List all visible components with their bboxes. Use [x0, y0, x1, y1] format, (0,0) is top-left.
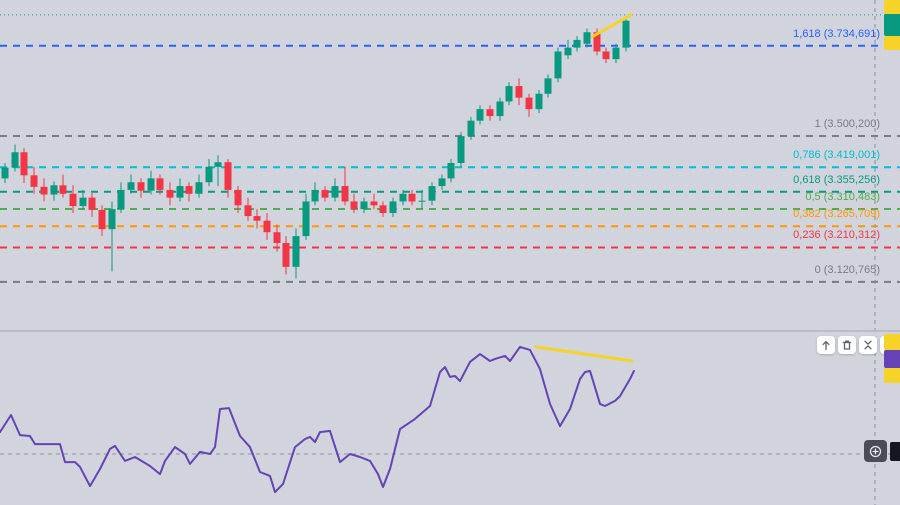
candle-body: [156, 178, 164, 190]
candle-body: [418, 200, 426, 202]
delete-pane-button[interactable]: [838, 336, 856, 354]
maximize-pane-button[interactable]: [859, 336, 877, 354]
fib-label-0,382[interactable]: 0,382 (3.265,709): [793, 208, 880, 221]
candle-body: [40, 186, 48, 195]
candle-body: [505, 86, 513, 102]
candle-body: [214, 162, 222, 167]
crosshair-price-label: [890, 442, 900, 461]
candle-body: [515, 86, 523, 98]
price-trendline[interactable]: [590, 13, 633, 39]
candle-body: [544, 78, 552, 94]
candle-body: [554, 51, 562, 79]
candle-body: [486, 109, 494, 117]
indicator-value-label: [884, 350, 900, 368]
candle-body: [117, 189, 125, 210]
trendline-value-label: [884, 368, 900, 383]
candle-body: [389, 201, 397, 213]
candle-body: [602, 51, 610, 60]
candle-body: [535, 93, 543, 110]
add-alert-button[interactable]: [864, 440, 887, 462]
candle-body: [438, 178, 446, 187]
oscillator-line[interactable]: [0, 345, 635, 494]
collapse-vertical-icon: [864, 340, 872, 350]
candle-body: [341, 186, 349, 202]
candle-body: [147, 178, 155, 191]
fib-label-0[interactable]: 0 (3.120,765): [814, 263, 880, 276]
candle-body: [224, 162, 232, 190]
oscillator-trendline[interactable]: [534, 345, 634, 363]
candle-body: [399, 193, 407, 202]
candle-body: [98, 209, 106, 230]
circle-plus-icon: [869, 445, 882, 457]
trash-icon: [842, 340, 852, 350]
candle-body: [253, 216, 261, 221]
candle-body: [350, 201, 358, 210]
candle-body: [50, 185, 58, 195]
candle-body: [108, 209, 116, 230]
candle-body: [321, 189, 329, 198]
candle-body: [127, 182, 135, 190]
candle-body: [496, 101, 504, 117]
candle-body: [69, 193, 77, 207]
candle-body: [457, 136, 465, 163]
candle-body: [564, 47, 572, 56]
candle-body: [370, 201, 378, 206]
candle-body: [166, 189, 174, 198]
candle-body: [379, 205, 387, 213]
last-price-label: [884, 14, 900, 36]
fib-label-0,786[interactable]: 0,786 (3.419,001): [793, 149, 880, 162]
candle-body: [476, 109, 484, 121]
candle-body: [11, 152, 19, 168]
candle-body: [244, 205, 252, 217]
fib-price-label: [884, 36, 900, 50]
candle-body: [59, 185, 67, 194]
arrow-up-icon: [822, 340, 830, 351]
candle-body: [311, 189, 319, 202]
candle-body: [263, 220, 271, 233]
candle-body: [88, 197, 96, 210]
candle-body: [612, 47, 620, 60]
pane-separator[interactable]: [0, 330, 900, 332]
candle-body: [302, 201, 310, 237]
candle-body: [408, 193, 416, 202]
candle-body: [205, 166, 213, 183]
candle-body: [195, 182, 203, 194]
candle-body: [331, 186, 339, 198]
candle-body: [30, 175, 38, 187]
candle-body: [360, 201, 368, 210]
candle-body: [273, 232, 281, 243]
fib-label-1[interactable]: 1 (3.500,200): [814, 118, 880, 130]
candle-body: [447, 163, 455, 179]
fib-label-1,618[interactable]: 1,618 (3.734,691): [793, 27, 880, 40]
candle-body: [282, 243, 290, 267]
candle-body: [428, 186, 436, 201]
candle-body: [622, 20, 630, 48]
candle-body: [583, 32, 591, 44]
candlestick-series: [1, 16, 630, 279]
candle-body: [176, 186, 184, 198]
candle-body: [234, 189, 242, 206]
candle-body: [1, 167, 9, 179]
candle-body: [185, 186, 193, 194]
candle-body: [467, 120, 475, 137]
candle-body: [137, 182, 145, 191]
trendline-price-label: [884, 0, 900, 14]
candle-body: [292, 236, 300, 267]
fib-label-0,5[interactable]: 0,5 (3.310,483): [805, 190, 880, 203]
candle-body: [79, 197, 87, 207]
candle-body: [20, 152, 28, 176]
candle-body: [593, 32, 601, 52]
candle-body: [573, 39, 581, 48]
trendline-value-label: [884, 334, 900, 350]
fib-label-0,236[interactable]: 0,236 (3.210,312): [793, 229, 880, 242]
candle-body: [525, 97, 533, 110]
fib-label-0,618[interactable]: 0,618 (3.355,256): [793, 173, 880, 186]
move-pane-up-button[interactable]: [817, 336, 835, 354]
